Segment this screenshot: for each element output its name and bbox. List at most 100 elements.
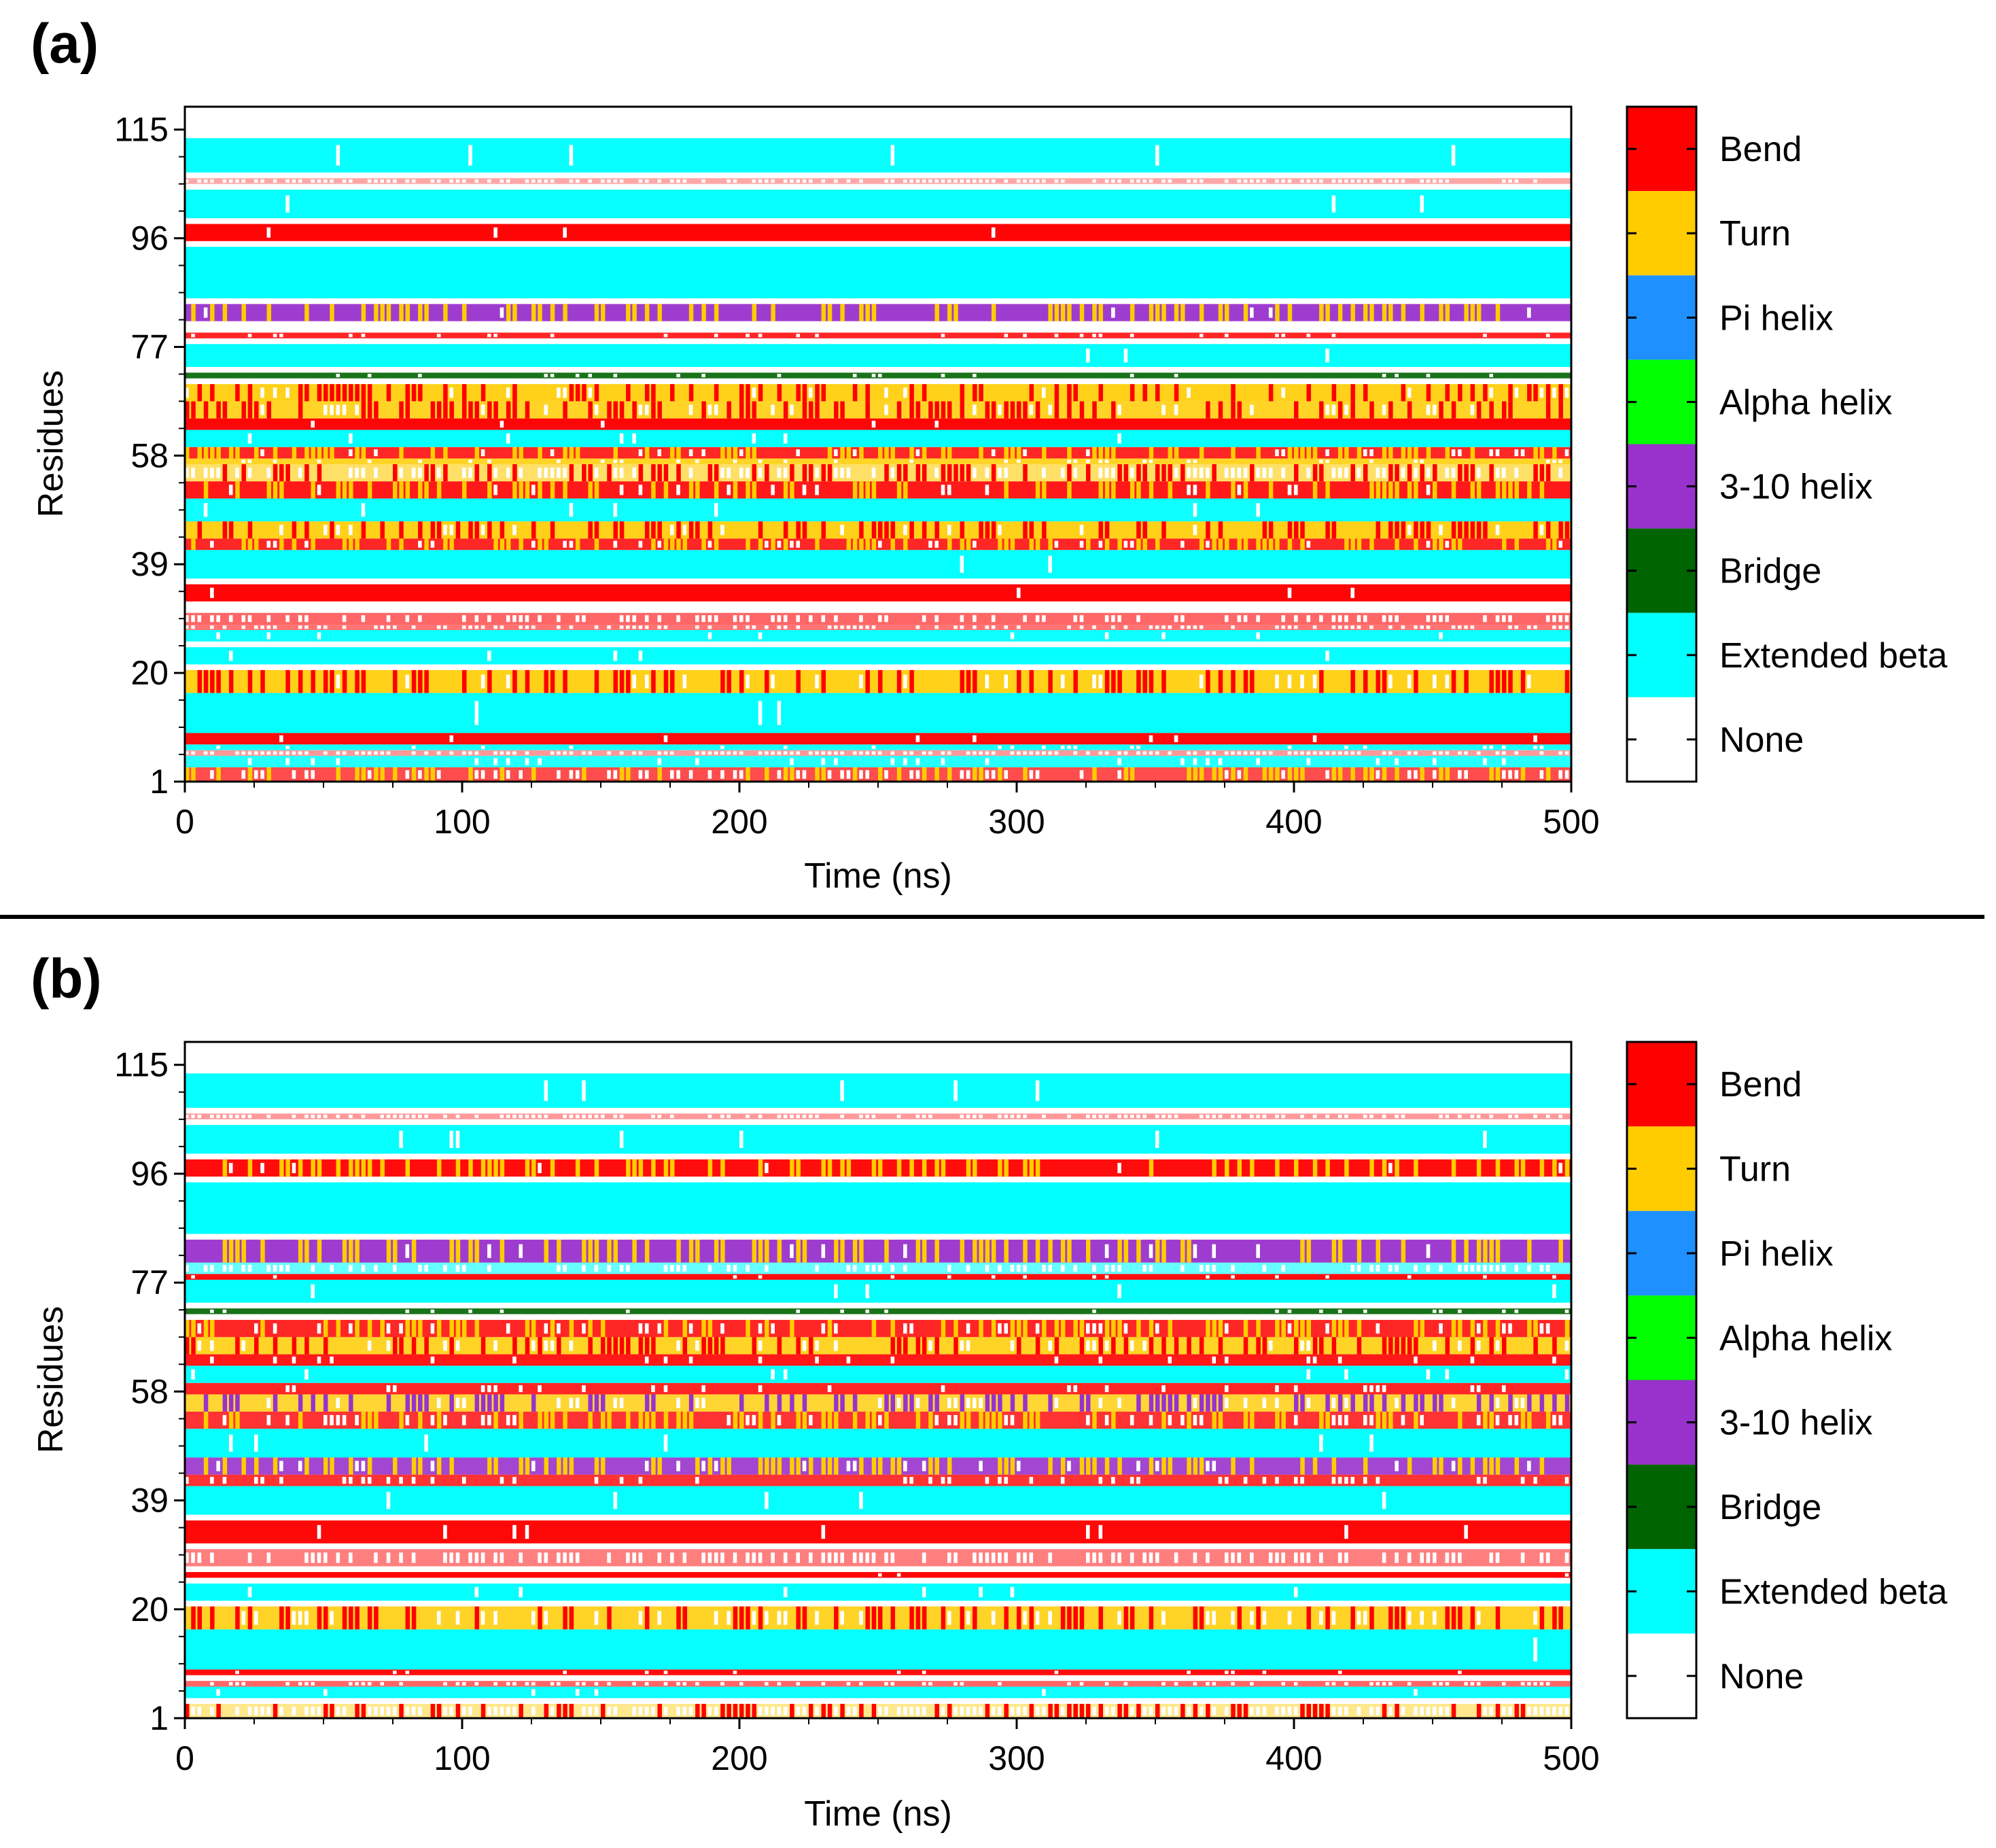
band-9-9 [185, 1669, 1571, 1675]
noise-fleck [273, 625, 277, 629]
noise-fleck [210, 1707, 214, 1715]
band-72-72 [185, 1308, 1571, 1314]
mix-fleck [1464, 669, 1469, 693]
noise-fleck [1079, 334, 1084, 338]
mix-fleck [185, 1319, 190, 1338]
noise-fleck [1294, 751, 1298, 755]
mix-fleck [928, 401, 933, 419]
noise-fleck [1262, 1611, 1267, 1625]
mix-fleck [941, 1159, 946, 1177]
mix-fleck [790, 1319, 794, 1338]
noise-fleck [1187, 1671, 1191, 1675]
noise-fleck [953, 1707, 958, 1715]
noise-fleck [1439, 1265, 1443, 1272]
mix-fleck [733, 1411, 738, 1429]
noise-fleck [330, 1356, 334, 1364]
noise-fleck [1117, 1284, 1121, 1298]
noise-fleck [815, 674, 819, 688]
mix-fleck [436, 521, 442, 539]
noise-fleck [1344, 1552, 1348, 1563]
noise-fleck [1337, 1414, 1342, 1426]
noise-fleck [701, 373, 705, 378]
noise-fleck [701, 1461, 705, 1471]
noise-fleck [582, 1385, 586, 1393]
noise-fleck [374, 179, 378, 183]
mix-fleck [1155, 464, 1160, 482]
mix-fleck [247, 1159, 253, 1177]
noise-fleck [191, 468, 195, 478]
mix-fleck [480, 1394, 486, 1412]
mix-fleck [626, 304, 631, 321]
noise-fleck [1483, 1707, 1487, 1715]
noise-fleck [1218, 1477, 1223, 1484]
noise-fleck [1073, 615, 1078, 623]
mix-fleck [1149, 1319, 1154, 1338]
mix-fleck [979, 447, 983, 459]
noise-fleck [960, 1115, 964, 1119]
mix-fleck [1161, 464, 1166, 482]
noise-fleck [210, 1265, 214, 1272]
noise-fleck [632, 625, 636, 629]
noise-fleck [273, 179, 277, 183]
noise-fleck [424, 1265, 428, 1272]
noise-fleck [878, 540, 882, 548]
noise-fleck [909, 1323, 913, 1334]
noise-fleck [947, 1275, 951, 1279]
mix-fleck [1218, 521, 1223, 539]
noise-fleck [915, 758, 920, 765]
mix-fleck [1142, 521, 1147, 539]
mix-fleck [701, 1319, 706, 1338]
mix-fleck [336, 1159, 341, 1177]
noise-fleck [1407, 1275, 1412, 1279]
noise-fleck [601, 1115, 605, 1119]
noise-fleck [903, 758, 907, 765]
mix-fleck [1445, 304, 1450, 321]
mix-fleck [1294, 464, 1299, 482]
mix-fleck [1199, 1457, 1204, 1475]
noise-fleck [1206, 1275, 1210, 1279]
mix-fleck [739, 669, 744, 693]
noise-fleck [1545, 1323, 1550, 1334]
band-fill [185, 1686, 1571, 1698]
mix-fleck [1395, 1703, 1399, 1718]
noise-fleck [928, 1477, 932, 1484]
noise-fleck [1092, 1340, 1096, 1351]
noise-fleck [330, 1265, 334, 1272]
mix-fleck [1489, 464, 1494, 482]
mix-fleck [544, 1411, 549, 1429]
noise-fleck [1502, 751, 1506, 755]
mix-fleck [1350, 1606, 1355, 1630]
mix-fleck [575, 1159, 580, 1177]
noise-fleck [746, 615, 750, 623]
noise-fleck [1306, 1552, 1311, 1563]
mix-fleck [480, 384, 486, 402]
mix-fleck [544, 1703, 549, 1718]
noise-fleck [890, 751, 895, 755]
mix-fleck [1514, 1457, 1520, 1475]
mix-fleck [884, 1411, 889, 1429]
noise-fleck [1256, 1115, 1260, 1119]
mix-fleck [235, 1239, 240, 1263]
noise-fleck [380, 1115, 385, 1119]
noise-fleck [336, 674, 340, 688]
noise-fleck [657, 751, 662, 755]
mix-fleck [663, 1411, 669, 1429]
noise-fleck [726, 1115, 731, 1119]
noise-fleck [480, 1552, 485, 1563]
noise-fleck [285, 1414, 290, 1426]
noise-fleck [701, 1397, 705, 1408]
noise-fleck [1344, 751, 1348, 755]
mix-fleck [834, 1394, 839, 1412]
mix-fleck [424, 767, 429, 782]
mix-fleck [1193, 1703, 1198, 1718]
noise-fleck [380, 625, 385, 629]
mix-fleck [569, 384, 574, 402]
noise-fleck [1017, 1115, 1021, 1119]
noise-fleck [474, 625, 479, 629]
mix-fleck [1161, 1394, 1166, 1412]
noise-fleck [878, 615, 882, 623]
mix-fleck [707, 1337, 713, 1355]
noise-fleck [1067, 625, 1071, 629]
noise-fleck [411, 1552, 416, 1563]
mix-fleck [966, 1411, 971, 1429]
